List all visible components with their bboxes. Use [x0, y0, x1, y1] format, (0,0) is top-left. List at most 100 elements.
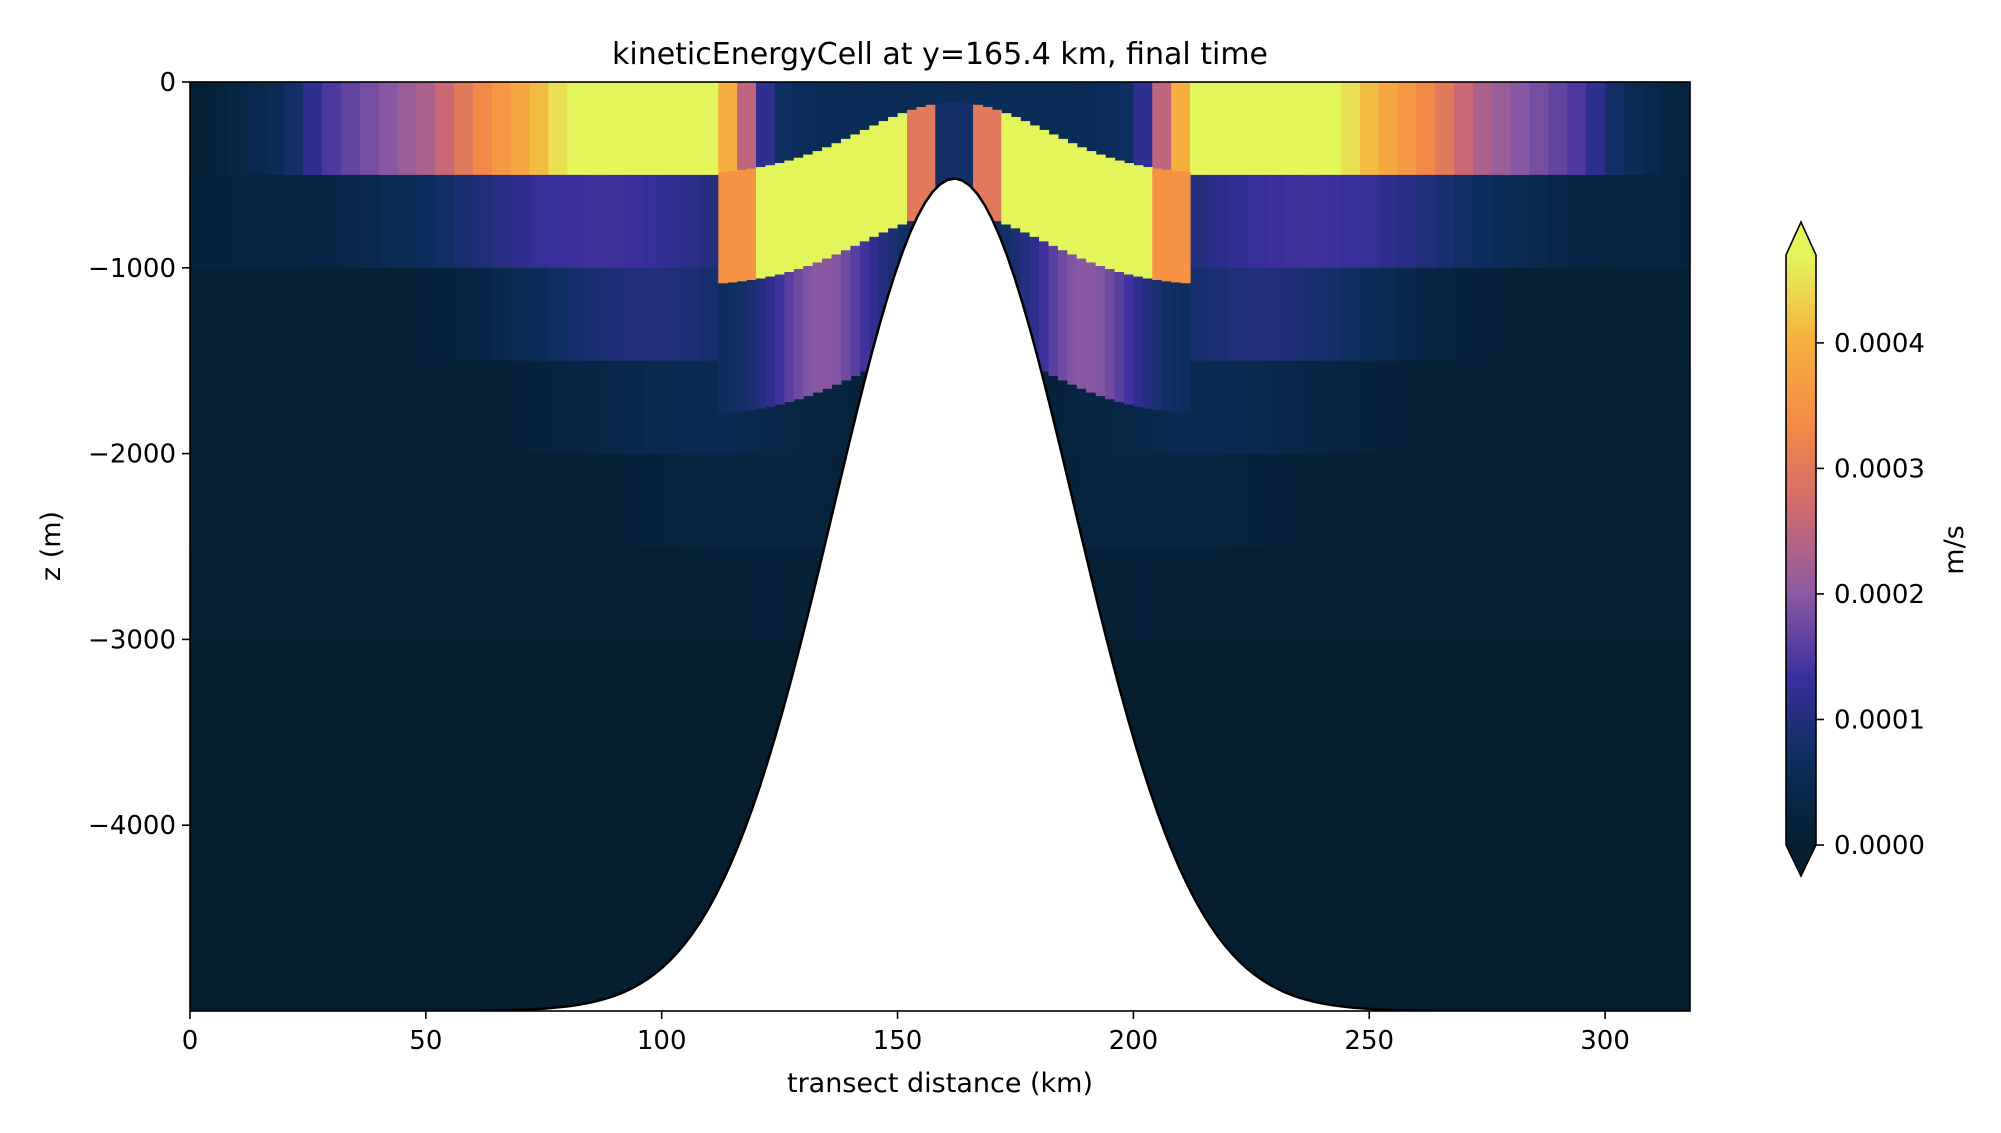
heatmap-cell: [1152, 82, 1172, 176]
heatmap-cell: [1303, 546, 1323, 640]
heatmap-cell: [793, 157, 804, 270]
heatmap-cell: [435, 360, 455, 455]
colorbar-tick-label: 0.0004: [1834, 329, 1925, 359]
heatmap-cell: [623, 360, 644, 455]
heatmap-cell: [1171, 453, 1191, 548]
heatmap-cell: [680, 453, 701, 548]
heatmap-cell: [1029, 236, 1040, 367]
heatmap-cell: [1340, 360, 1361, 455]
heatmap-cell: [765, 165, 776, 277]
heatmap-cell: [1133, 82, 1153, 176]
heatmap-cell: [473, 453, 493, 548]
heatmap-cell: [1265, 267, 1285, 362]
heatmap-cell: [1378, 267, 1399, 362]
heatmap-cell: [727, 282, 738, 413]
heatmap-cell: [1623, 546, 1644, 640]
heatmap-cell: [812, 151, 823, 263]
heatmap-cell: [1378, 546, 1399, 640]
heatmap-cell: [869, 125, 880, 237]
heatmap-cell: [284, 82, 304, 176]
heatmap-cell: [935, 103, 946, 215]
heatmap-cell: [737, 546, 757, 640]
heatmap-cell: [322, 453, 342, 548]
heatmap-cell: [727, 170, 738, 283]
heatmap-cell: [605, 453, 625, 548]
heatmap-cell: [1095, 154, 1106, 267]
heatmap-cell: [699, 453, 719, 548]
heatmap-cell: [774, 453, 795, 548]
colorbar-extend-max: [1786, 222, 1816, 255]
heatmap-cell: [510, 82, 531, 176]
heatmap-cell: [1642, 453, 1663, 548]
heatmap-cell: [793, 82, 814, 176]
heatmap-cell: [1378, 82, 1399, 176]
heatmap-cell: [322, 174, 342, 269]
heatmap-cell: [473, 267, 493, 362]
heatmap-cell: [756, 546, 776, 640]
heatmap-cell: [1491, 267, 1512, 362]
heatmap-cell: [661, 360, 682, 455]
heatmap-cell: [529, 82, 550, 176]
heatmap-cell: [1152, 168, 1163, 281]
heatmap-cell: [1322, 546, 1342, 640]
heatmap-cell: [1473, 546, 1493, 640]
heatmap-cell: [208, 546, 229, 640]
heatmap-cell: [746, 168, 757, 281]
heatmap-cell: [303, 174, 323, 269]
x-axis-label: transect distance (km): [787, 1068, 1093, 1099]
heatmap-cell: [1227, 360, 1248, 455]
heatmap-cell: [1586, 546, 1606, 640]
heatmap-cell: [1161, 281, 1172, 412]
heatmap-cell: [1029, 125, 1040, 237]
heatmap-cell: [1435, 546, 1455, 640]
x-axis-ticks: 0 50 100 150 200 250 300: [182, 1011, 1630, 1056]
heatmap-cell: [359, 453, 380, 548]
heatmap-cell: [586, 546, 606, 640]
heatmap-cell: [246, 267, 267, 362]
heatmap-cell: [265, 360, 285, 455]
heatmap-cell: [1605, 267, 1625, 362]
heatmap-cell: [1623, 360, 1644, 455]
heatmap-cell: [1095, 266, 1106, 397]
heatmap-cell: [1057, 250, 1068, 381]
heatmap-cell: [567, 174, 587, 269]
heatmap-cell: [397, 546, 418, 640]
heatmap-cell: [1208, 453, 1229, 548]
heatmap-cell: [359, 267, 380, 362]
heatmap-cell: [284, 174, 304, 269]
heatmap-cell: [1661, 174, 1682, 269]
heatmap-cell: [1284, 546, 1304, 640]
heatmap-cell: [1378, 360, 1399, 455]
heatmap-cell: [623, 546, 644, 640]
heatmap-cell: [1142, 278, 1153, 409]
heatmap-cell: [699, 267, 719, 362]
heatmap-cell: [1001, 113, 1012, 225]
heatmap-cell: [567, 82, 587, 176]
heatmap-cell: [859, 241, 870, 372]
heatmap-cell: [1473, 174, 1493, 269]
y-axis-ticks: 0 −1000 −2000 −3000 −4000: [88, 68, 190, 841]
heatmap-cell: [1246, 174, 1267, 269]
heatmap-cell: [642, 546, 663, 640]
heatmap-cell: [1397, 267, 1418, 362]
heatmap-cell: [454, 82, 474, 176]
heatmap-cell: [491, 267, 512, 362]
heatmap-cell: [793, 269, 804, 400]
heatmap-cell: [1020, 121, 1031, 233]
heatmap-cell: [529, 174, 550, 269]
heatmap-cell: [784, 272, 795, 403]
heatmap-cell: [1190, 174, 1210, 269]
heatmap-cell: [284, 453, 304, 548]
heatmap-cell: [567, 453, 587, 548]
heatmap-cell: [1642, 82, 1663, 176]
surface-hump: [718, 102, 1191, 414]
heatmap-cell: [586, 453, 606, 548]
heatmap-cell: [1208, 174, 1229, 269]
heatmap-cell: [774, 546, 795, 640]
heatmap-cell: [1152, 546, 1172, 640]
heatmap-cell: [1265, 453, 1285, 548]
heatmap-cell: [340, 546, 361, 640]
heatmap-cell: [397, 360, 418, 455]
heatmap-cell: [208, 267, 229, 362]
heatmap-cell: [303, 453, 323, 548]
